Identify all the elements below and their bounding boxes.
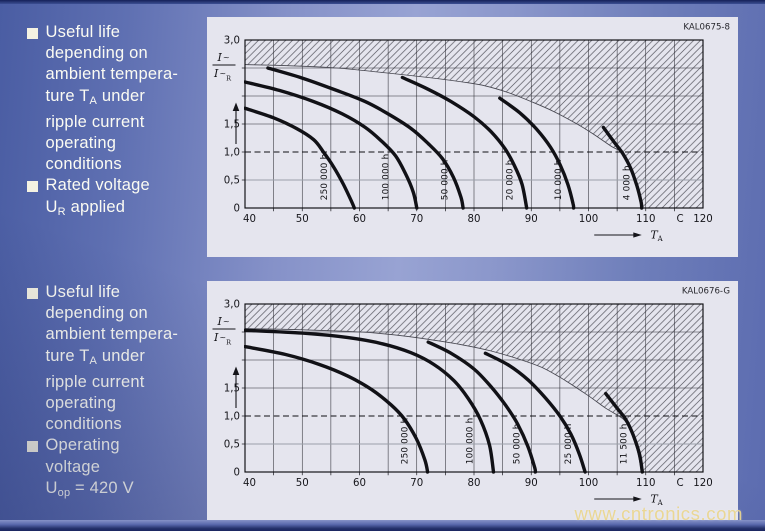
chart-panel-rated-voltage: 250 000 h 100 000 h 50 000 h 20 000 h 10 000… (207, 17, 738, 257)
bullet-item-text: Rated voltage UR applied (45, 176, 150, 218)
sidebar-block-rated-voltage: Useful life depending on ambient tempera-t… (27, 22, 207, 223)
square-bullet-icon (27, 28, 38, 39)
y-axis-arrowhead (232, 366, 240, 375)
bullet-item: Useful life depending on ambient tempera-t… (27, 282, 207, 435)
y-tick-label: 0 (234, 468, 240, 479)
watermark-text: www.cntronics.com (574, 503, 743, 524)
x-tick-label: 50 (296, 478, 309, 489)
square-bullet-icon (27, 288, 38, 299)
curve-label: 4 000 h (623, 165, 633, 200)
life-curve-250-000-h (244, 344, 430, 474)
axis-ticks (241, 331, 675, 476)
x-tick-label: 70 (410, 214, 423, 225)
life-curves (244, 328, 644, 474)
top-border-line (0, 0, 765, 4)
bullet-item: Useful life depending on ambient tempera-t… (27, 22, 207, 175)
svg-text:I~: I~ (216, 51, 229, 64)
curve-label: 250 000 h (320, 154, 330, 201)
curve-label: 25 000 h (564, 423, 574, 464)
life-curve-4-000-h (601, 125, 644, 210)
x-tick-label: 60 (353, 478, 366, 489)
useful-life-chart-rated-voltage: 250 000 h 100 000 h 50 000 h 20 000 h 10 000… (212, 23, 730, 244)
life-curve-50-000-h (266, 66, 465, 210)
x-tick-label: 40 (243, 214, 256, 225)
x-tick-label: 120 (693, 214, 712, 225)
useful-life-chart-operating-voltage: 250 000 h 100 000 h 50 000 h 25 000 h 11 500… (212, 287, 730, 508)
svg-text:I~R: I~R (213, 67, 232, 83)
bullet-item: Operating voltage Uop = 420 V (27, 435, 207, 504)
y-axis-label-fraction: I~ I~R (212, 51, 236, 83)
bullet-item: Rated voltage UR applied (27, 175, 207, 222)
gridlines (245, 40, 703, 208)
axis-ticks (241, 67, 675, 212)
bottom-border-line (0, 520, 765, 531)
curve-label: 10 000 h (554, 159, 564, 200)
bullet-item-text: Useful life depending on ambient tempera-t… (45, 23, 179, 174)
y-axis-arrowhead (232, 102, 240, 111)
svg-text:I~: I~ (216, 315, 229, 328)
x-tick-label: 80 (468, 478, 481, 489)
x-tick-label: 110 (636, 214, 655, 225)
x-tick-label: 120 (693, 478, 712, 489)
y-tick-label: 3,0 (224, 300, 240, 311)
x-tick-label: 50 (296, 214, 309, 225)
y-tick-label: 0,5 (224, 176, 240, 187)
y-tick-label: 0,5 (224, 440, 240, 451)
x-axis-arrowhead (633, 232, 642, 238)
x-tick-label: 60 (353, 214, 366, 225)
y-tick-label: 3,0 (224, 36, 240, 47)
y-tick-label: 1,5 (224, 384, 240, 395)
life-curve-50-000-h (426, 340, 538, 474)
x-tick-label: 110 (636, 478, 655, 489)
y-axis-label-fraction: I~ I~R (212, 315, 236, 347)
x-tick-label: 90 (525, 478, 538, 489)
x-tick-label: 90 (525, 214, 538, 225)
life-curve-11-500-h (604, 391, 644, 474)
svg-text:I~R: I~R (213, 331, 232, 347)
life-curves (244, 66, 644, 210)
bullet-item-text: Operating voltage Uop = 420 V (45, 436, 134, 499)
y-tick-label: 1,0 (224, 412, 240, 423)
square-bullet-icon (27, 181, 38, 192)
curve-label: 50 000 h (513, 423, 523, 464)
x-axis-unit: C (677, 478, 684, 489)
x-axis-arrowhead (633, 496, 642, 502)
bullet-item-text: Useful life depending on ambient tempera-t… (45, 283, 179, 434)
x-tick-label: 100 (579, 478, 598, 489)
y-tick-label: 0 (234, 204, 240, 215)
x-axis-label: TA (650, 493, 663, 508)
life-curve-25-000-h (483, 351, 587, 474)
x-tick-label: 80 (468, 214, 481, 225)
x-axis-label: TA (650, 229, 663, 244)
life-curve-100-000-h (244, 328, 496, 474)
life-curve-20-000-h (400, 75, 529, 210)
chart-code: KAL0675-8 (683, 23, 730, 33)
curve-label: 50 000 h (440, 159, 450, 200)
y-tick-label: 1,0 (224, 148, 240, 159)
chart-code: KAL0676-G (682, 287, 730, 297)
x-axis-unit: C (677, 214, 684, 225)
life-curve-100-000-h (244, 80, 419, 210)
sidebar-block-operating-voltage: Useful life depending on ambient tempera-t… (27, 282, 207, 504)
curve-label: 11 500 h (620, 423, 630, 464)
x-tick-label: 40 (243, 478, 256, 489)
life-curve-250-000-h (244, 106, 356, 210)
curve-label: 20 000 h (506, 159, 516, 200)
square-bullet-icon (27, 441, 38, 452)
life-curve-10-000-h (498, 96, 576, 210)
curve-label: 100 000 h (466, 418, 476, 465)
chart-panel-operating-voltage: 250 000 h 100 000 h 50 000 h 25 000 h 11 500… (207, 281, 738, 521)
x-tick-label: 70 (410, 478, 423, 489)
curve-label: 100 000 h (382, 154, 392, 201)
y-tick-label: 1,5 (224, 120, 240, 131)
curve-label: 250 000 h (400, 418, 410, 465)
x-tick-label: 100 (579, 214, 598, 225)
